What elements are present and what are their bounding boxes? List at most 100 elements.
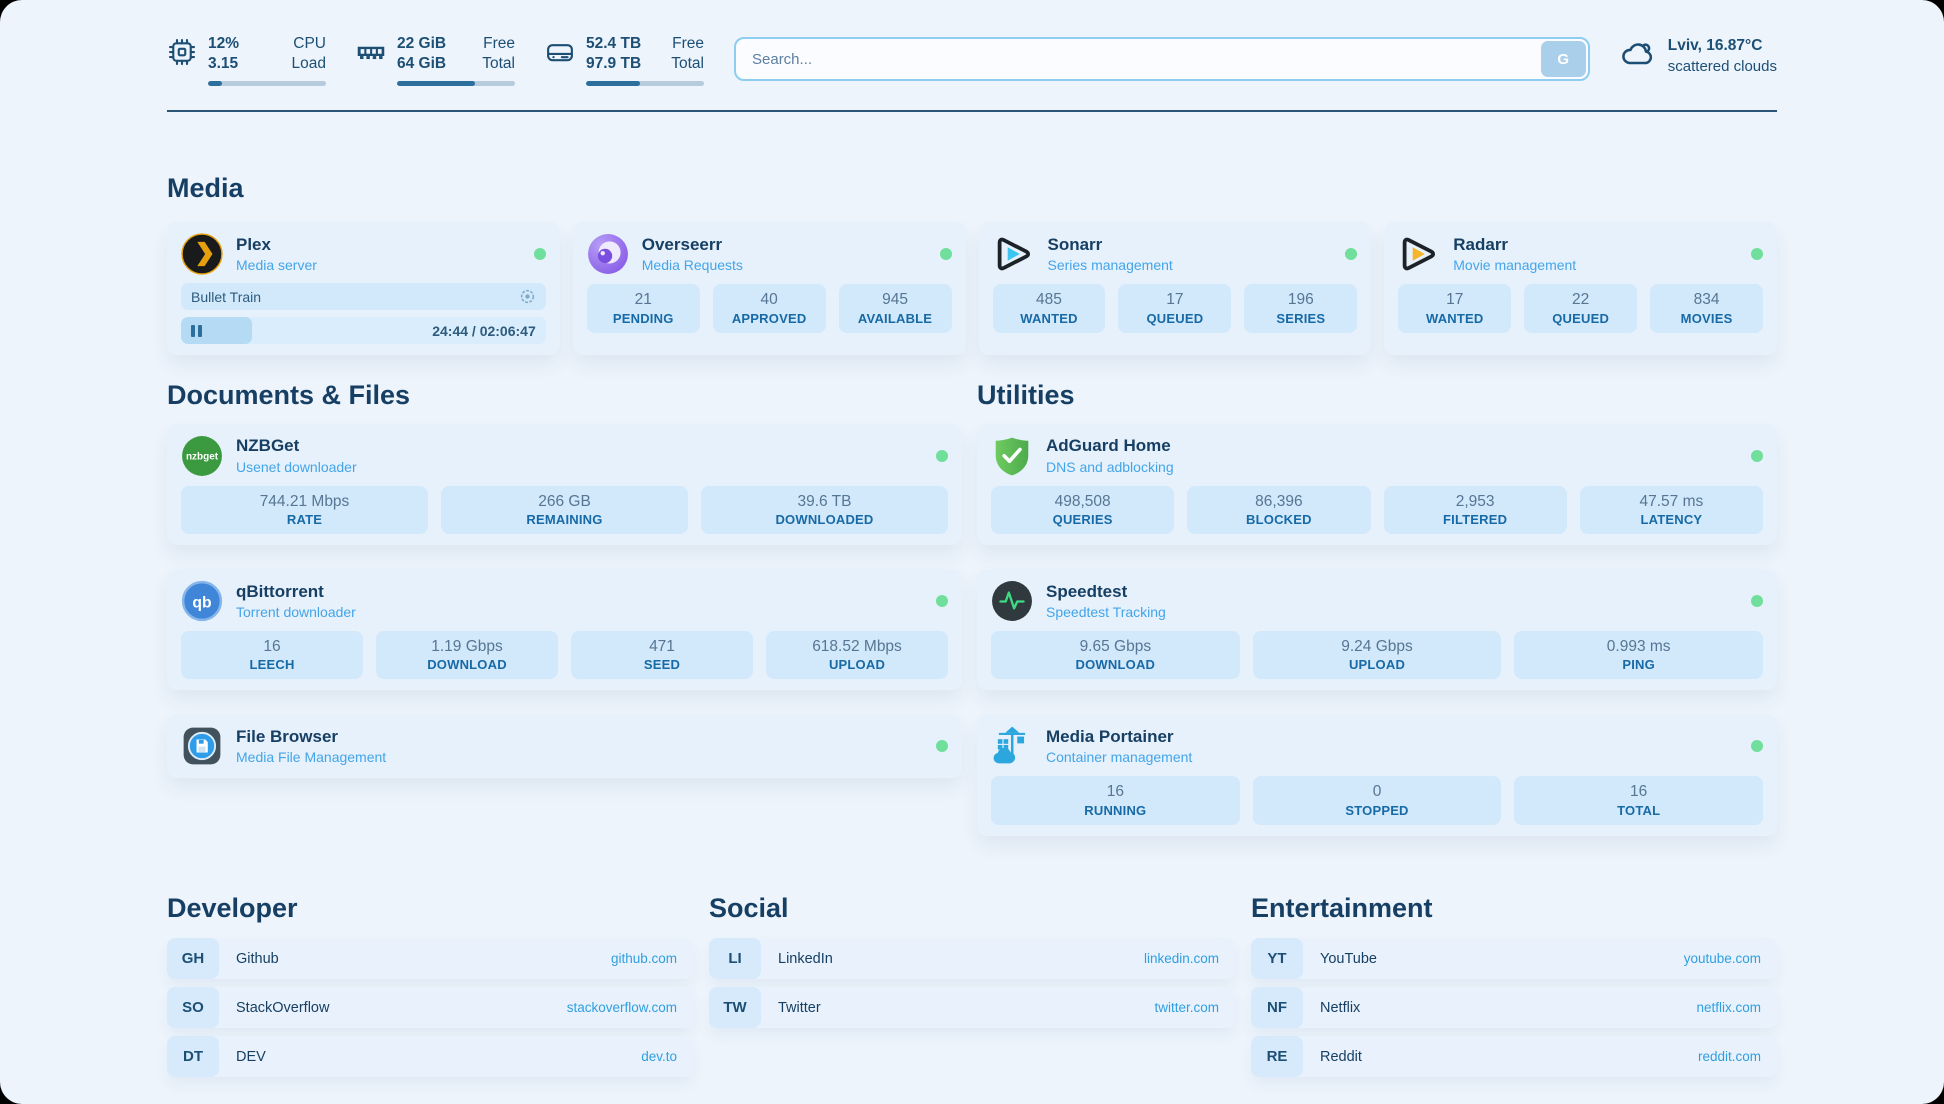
app-card-speedtest[interactable]: Speedtest Speedtest Tracking 9.65 Gbps D…	[977, 569, 1777, 691]
status-dot	[1751, 740, 1763, 753]
stat-total: 16 TOTAL	[1514, 776, 1764, 825]
overseerr-icon	[587, 233, 629, 275]
app-card-qbittorrent[interactable]: qb qBittorrent Torrent downloader 16 LEE…	[167, 569, 962, 691]
stat-seed: 471 SEED	[571, 631, 753, 680]
status-dot	[936, 595, 948, 608]
app-title: NZBGet	[236, 436, 300, 456]
link-row-youtube[interactable]: YT YouTube youtube.com	[1251, 938, 1777, 980]
disk-free-label: Free	[672, 35, 704, 52]
stat-upload: 9.24 Gbps UPLOAD	[1252, 631, 1502, 680]
status-dot	[1751, 449, 1763, 462]
app-card-filebrowser[interactable]: File Browser Media File Management	[167, 714, 962, 779]
pause-icon[interactable]	[191, 324, 202, 337]
stat-wanted: 485 WANTED	[992, 284, 1106, 333]
app-card-nzbget[interactable]: nzbget NZBGet Usenet downloader 744.21 M…	[167, 423, 962, 546]
cpu-progress-bar	[208, 80, 326, 86]
session-settings-icon[interactable]	[519, 288, 536, 305]
search-input[interactable]	[734, 37, 1590, 81]
app-title: Overseerr	[641, 234, 723, 254]
link-row-netflix[interactable]: NF Netflix netflix.com	[1251, 987, 1777, 1029]
cpu-load-value: 3.15	[208, 55, 239, 73]
app-subtitle: Speedtest Tracking	[1046, 604, 1166, 621]
disk-metric: 52.4 TB 97.9 TB Free Total	[545, 34, 704, 86]
app-title: Media Portainer	[1046, 727, 1174, 747]
stat-running: 16 RUNNING	[991, 776, 1240, 825]
status-dot	[1345, 248, 1358, 261]
ram-total-value: 64 GiB	[397, 55, 447, 73]
filebrowser-icon	[181, 725, 223, 767]
disk-total-label: Total	[671, 55, 704, 73]
app-card-portainer[interactable]: Media Portainer Container management 16 …	[977, 714, 1777, 836]
stat-queries: 498,508 QUERIES	[991, 485, 1175, 535]
documents-column: Documents & Files nzbget NZBGet Usenet d	[167, 379, 962, 836]
svg-text:nzbget: nzbget	[186, 451, 219, 462]
linkedin-badge: LI	[709, 938, 761, 980]
cpu-usage-value: 12%	[208, 35, 240, 52]
radarr-icon	[1398, 233, 1440, 275]
app-subtitle: Media Requests	[641, 257, 743, 274]
nzbget-icon: nzbget	[181, 435, 223, 477]
top-bar: 12% 3.15 CPU Load	[167, 0, 1777, 86]
status-dot	[936, 449, 948, 462]
disk-progress-bar	[586, 80, 704, 86]
stat-movies: 834 MOVIES	[1650, 284, 1764, 333]
stat-series: 196 SERIES	[1244, 284, 1358, 333]
ram-metric: 22 GiB 64 GiB Free Total	[356, 34, 515, 86]
search-provider-button[interactable]: G	[1540, 41, 1586, 77]
app-card-overseerr[interactable]: Overseerr Media Requests 21 PENDING 40 A…	[572, 222, 966, 356]
search-bar: G	[734, 37, 1590, 81]
app-card-radarr[interactable]: Radarr Movie management 17 WANTED 22 QUE…	[1384, 222, 1777, 356]
now-playing-row: Bullet Train	[181, 283, 546, 311]
stat-latency: 47.57 ms LATENCY	[1579, 485, 1763, 535]
topbar-divider	[167, 109, 1777, 112]
developer-column: Developer GH Github github.com SO StackO…	[167, 892, 693, 1078]
weather-widget: Lviv, 16.87°C scattered clouds	[1620, 36, 1777, 77]
link-row-github[interactable]: GH Github github.com	[167, 938, 693, 980]
playback-progress-bar[interactable]: 24:44 / 02:06:47	[181, 317, 546, 345]
disk-icon	[545, 37, 575, 72]
stat-pending: 21 PENDING	[586, 284, 700, 333]
cloud-icon	[1620, 36, 1656, 77]
stat-stopped: 0 STOPPED	[1252, 776, 1502, 825]
link-row-reddit[interactable]: RE Reddit reddit.com	[1251, 1036, 1777, 1078]
stat-downloaded: 39.6 TB DOWNLOADED	[701, 485, 948, 535]
playback-time: 24:44 / 02:06:47	[432, 322, 536, 339]
app-subtitle: Container management	[1046, 749, 1193, 766]
now-playing-title: Bullet Train	[191, 288, 262, 305]
ram-progress-fill	[397, 80, 475, 86]
app-card-sonarr[interactable]: Sonarr Series management 485 WANTED 17 Q…	[978, 222, 1372, 356]
cpu-icon	[167, 37, 197, 72]
media-grid: Plex Media server Bullet Train	[167, 222, 1777, 356]
status-dot	[936, 740, 948, 753]
link-row-dev[interactable]: DT DEV dev.to	[167, 1036, 693, 1078]
stat-blocked: 86,396 BLOCKED	[1187, 485, 1371, 535]
stat-wanted: 17 WANTED	[1398, 284, 1512, 333]
cpu-progress-fill	[208, 80, 223, 86]
entertainment-column: Entertainment YT YouTube youtube.com NF …	[1251, 892, 1777, 1078]
app-title: Plex	[236, 234, 271, 254]
link-row-linkedin[interactable]: LI LinkedIn linkedin.com	[709, 938, 1235, 980]
reddit-badge: RE	[1251, 1036, 1303, 1078]
weather-condition: scattered clouds	[1667, 57, 1777, 75]
app-subtitle: Movie management	[1453, 257, 1577, 274]
twitter-badge: TW	[709, 987, 761, 1029]
status-dot	[939, 248, 952, 261]
app-card-plex[interactable]: Plex Media server Bullet Train	[167, 222, 560, 356]
adguard-icon	[991, 435, 1033, 477]
dev-badge: DT	[167, 1036, 219, 1078]
link-row-twitter[interactable]: TW Twitter twitter.com	[709, 987, 1235, 1029]
stat-download: 1.19 Gbps DOWNLOAD	[376, 631, 558, 680]
social-column: Social LI LinkedIn linkedin.com TW Twitt…	[709, 892, 1235, 1077]
app-title: qBittorrent	[236, 581, 324, 601]
stat-queued: 17 QUEUED	[1118, 284, 1232, 333]
youtube-badge: YT	[1251, 938, 1303, 980]
link-row-stackoverflow[interactable]: SO StackOverflow stackoverflow.com	[167, 987, 693, 1029]
cpu-label: CPU	[293, 35, 326, 52]
app-subtitle: Media server	[236, 257, 317, 274]
weather-location-temp: Lviv, 16.87°C	[1667, 37, 1763, 54]
stat-available: 945 AVAILABLE	[838, 284, 952, 333]
status-dot	[533, 248, 546, 261]
github-badge: GH	[167, 938, 219, 980]
app-card-adguard[interactable]: AdGuard Home DNS and adblocking 498,508 …	[977, 423, 1777, 546]
